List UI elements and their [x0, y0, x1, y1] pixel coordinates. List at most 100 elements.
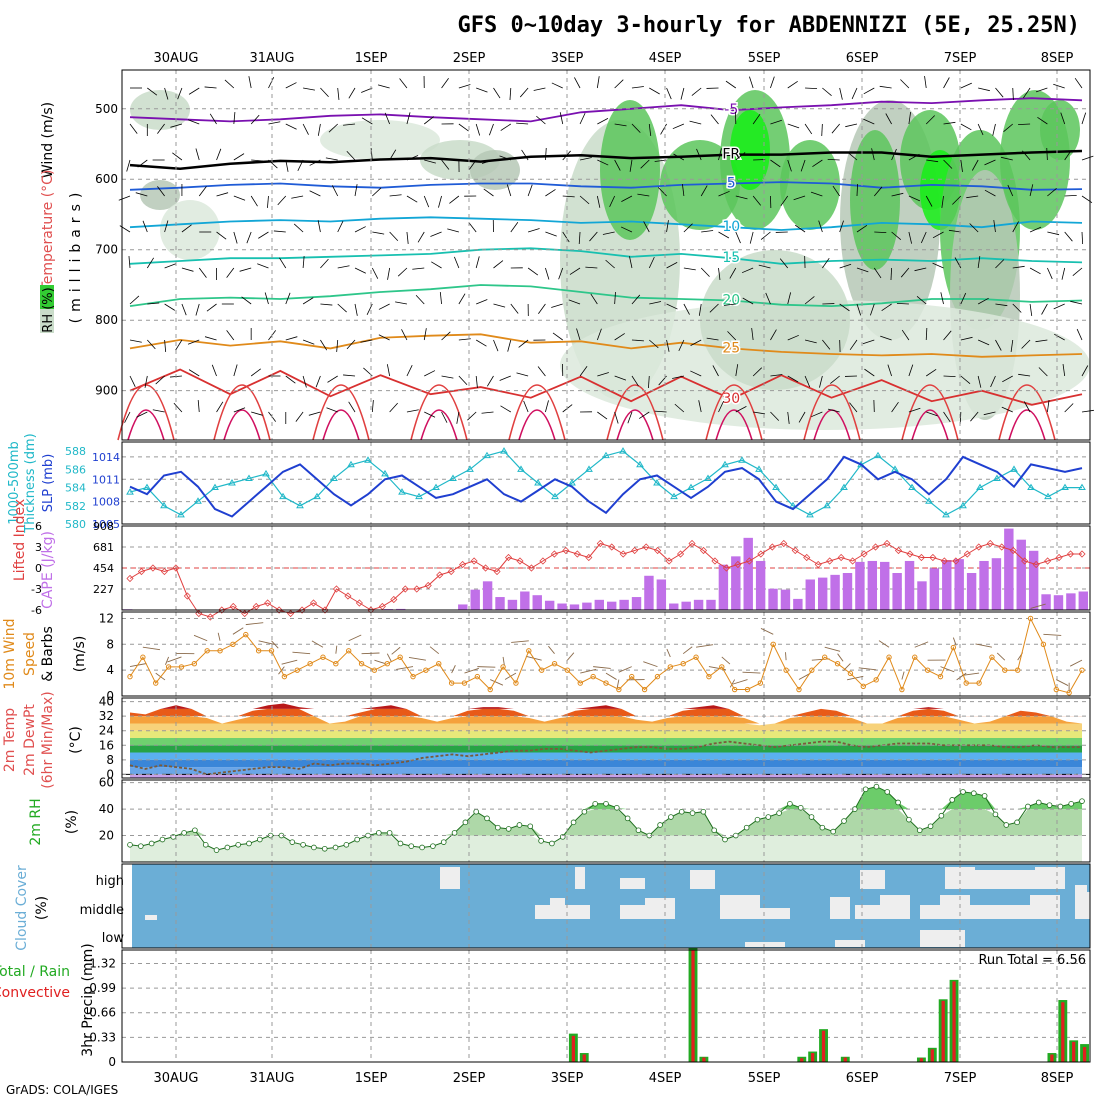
- wind-barb: [157, 123, 165, 134]
- wind-barb: [596, 76, 600, 89]
- wind-barb: [320, 303, 333, 306]
- wind-barb: [354, 267, 366, 274]
- li-point: [516, 557, 524, 565]
- wind-barb: [406, 112, 411, 125]
- li-tick-label: -3: [31, 583, 42, 596]
- li-point: [791, 546, 799, 555]
- cloud-high-block: [575, 867, 585, 889]
- wind-barb: [216, 192, 229, 197]
- wind-barb: [770, 159, 781, 168]
- li-point: [608, 543, 616, 551]
- rh-point: [657, 822, 663, 828]
- rh-point: [960, 789, 966, 795]
- wind-barb: [977, 256, 981, 269]
- wind-barb: [648, 256, 655, 269]
- li-point: [424, 581, 432, 590]
- rh-point: [397, 840, 404, 847]
- rh-shading-blob: [320, 120, 440, 160]
- wind-barb: [960, 292, 967, 305]
- slp-tick-label: 1005: [92, 518, 120, 531]
- wind-barb: [424, 116, 434, 125]
- rh-point: [440, 839, 447, 845]
- wind-barb: [856, 224, 868, 233]
- wind-barb: [891, 192, 904, 197]
- surface-isotherm-arch: [508, 384, 566, 441]
- wind-barb: [475, 375, 478, 388]
- cape-bar: [557, 603, 567, 610]
- wind-barb: [832, 185, 841, 197]
- wind-speed-point: [1079, 667, 1085, 673]
- li-point: [550, 550, 558, 558]
- li-point: [998, 543, 1006, 551]
- wind-barb: [805, 87, 818, 90]
- wind-barb: [415, 294, 425, 305]
- isotherm-line: [129, 284, 1083, 308]
- rh-point: [830, 828, 836, 835]
- wind-barb: [943, 330, 952, 341]
- wind-barb: [839, 263, 852, 269]
- wind-barb: [441, 411, 448, 423]
- wind-barb: [175, 339, 183, 351]
- wind-barb: [337, 303, 347, 313]
- wind-barb: [468, 159, 477, 170]
- wind-barb: [337, 265, 350, 269]
- wind-barb: [273, 230, 286, 233]
- wind-barb: [317, 220, 321, 233]
- rh-point: [862, 786, 869, 793]
- wind10-barb: [785, 652, 787, 661]
- li-point: [539, 557, 547, 565]
- wind-barb: [181, 303, 187, 316]
- wind-barb: [378, 334, 390, 341]
- wind-barb: [830, 375, 840, 384]
- rh-tick-label: 40: [99, 802, 114, 816]
- wind-barb: [447, 228, 459, 233]
- chart-title: GFS 0~10day 3-hourly for ABDENNIZI (5E, …: [457, 13, 1080, 38]
- wind-barb: [770, 411, 780, 421]
- thickness-point: [908, 483, 916, 491]
- rh-point: [473, 808, 479, 815]
- wind-barb: [527, 267, 539, 276]
- cape-bar: [743, 537, 753, 610]
- wind-barb: [397, 267, 408, 277]
- wind-barb: [638, 411, 650, 419]
- wind-barb: [241, 296, 252, 305]
- surface-isotherm-arch: [410, 384, 468, 441]
- wind10-barb: [142, 646, 161, 651]
- precip-convective-bar: [821, 1030, 826, 1062]
- isotherm-line: [129, 333, 1083, 358]
- li-point: [665, 557, 673, 565]
- side-label-cape: CAPE (J/kg): [40, 531, 56, 609]
- wind-barb: [943, 159, 953, 169]
- li-tick-label: 0: [35, 562, 42, 575]
- side-label-temp2m: 2m Temp: [2, 708, 18, 772]
- cloud-mid-block: [720, 895, 760, 919]
- rh-point: [689, 810, 696, 816]
- wind-barb: [181, 224, 192, 233]
- wind-barb: [718, 190, 730, 197]
- wind10-barb: [271, 640, 279, 649]
- rh-point: [592, 801, 598, 807]
- wind-barb: [441, 159, 450, 170]
- cape-bar: [482, 581, 493, 610]
- cloud-high-block: [690, 870, 715, 889]
- wind-barb: [172, 152, 183, 161]
- li-point: [757, 550, 765, 558]
- temp-tick-label: 8: [106, 753, 114, 767]
- wind-barb: [302, 256, 305, 269]
- cloud-high-block: [440, 867, 460, 889]
- wind10-barb: [348, 634, 362, 642]
- rh-point: [841, 818, 847, 824]
- wind-barb: [672, 375, 684, 379]
- wind10-barb: [742, 671, 761, 674]
- wind-barb: [908, 112, 911, 125]
- wind-barb: [839, 220, 844, 233]
- li-point: [482, 564, 490, 572]
- wind-barb: [741, 267, 754, 274]
- side-label-wind10: & Barbs: [40, 626, 56, 682]
- rh-point: [365, 832, 371, 839]
- wind-barb: [925, 115, 935, 125]
- surface-isotherm-arch: [715, 409, 753, 441]
- cloud-mid-block: [920, 905, 940, 919]
- slp-tick-label: 1008: [92, 496, 120, 509]
- side-label-rh2m-unit: (%): [64, 810, 80, 834]
